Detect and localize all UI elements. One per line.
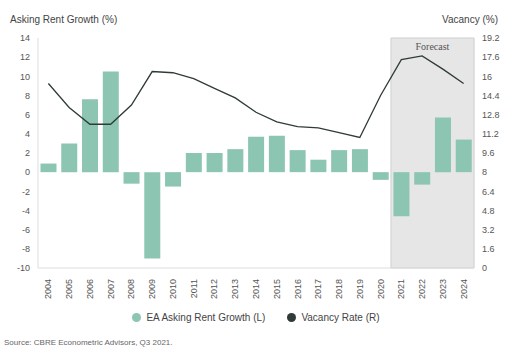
svg-text:19.2: 19.2 (482, 33, 500, 43)
svg-text:2005: 2005 (64, 279, 74, 299)
svg-text:2011: 2011 (189, 279, 199, 298)
svg-text:6: 6 (25, 110, 30, 120)
svg-text:2004: 2004 (43, 279, 53, 299)
svg-text:8: 8 (482, 167, 487, 177)
svg-text:6.4: 6.4 (482, 187, 495, 197)
svg-text:0: 0 (25, 167, 30, 177)
html-text:Source: CBRE Econometric Advis: Source: CBRE Econometric Advisors, Q3 20… (4, 338, 173, 347)
svg-text:2006: 2006 (85, 279, 95, 299)
svg-text:-10: -10 (17, 263, 30, 273)
svg-text:0: 0 (482, 263, 487, 273)
svg-text:2009: 2009 (147, 279, 157, 299)
svg-text:17.6: 17.6 (482, 52, 500, 62)
svg-text:2024: 2024 (459, 279, 469, 299)
svg-text:9.6: 9.6 (482, 148, 495, 158)
svg-text:12: 12 (20, 52, 30, 62)
html-text:Vacancy (%): Vacancy (%) (442, 14, 498, 25)
svg-text:14.4: 14.4 (482, 91, 500, 101)
svg-text:2020: 2020 (376, 279, 386, 299)
svg-text:14: 14 (20, 33, 30, 43)
svg-text:2007: 2007 (106, 279, 116, 299)
html-text:Vacancy Rate (R): Vacancy Rate (R) (301, 312, 380, 323)
svg-text:-2: -2 (22, 187, 30, 197)
svg-text:2022: 2022 (417, 279, 427, 299)
svg-text:4.8: 4.8 (482, 206, 495, 216)
svg-text:3.2: 3.2 (482, 225, 495, 235)
svg-text:2021: 2021 (396, 279, 406, 299)
svg-text:-8: -8 (22, 244, 30, 254)
svg-text:2018: 2018 (334, 279, 344, 299)
svg-text:16: 16 (482, 72, 492, 82)
svg-text:1.6: 1.6 (482, 244, 495, 254)
svg-text:2014: 2014 (251, 279, 261, 299)
svg-text:2023: 2023 (438, 279, 448, 299)
svg-text:11.2: 11.2 (482, 129, 499, 139)
svg-text:2013: 2013 (230, 279, 240, 299)
html-text:Asking Rent Growth (%): Asking Rent Growth (%) (10, 14, 118, 25)
svg-text:2017: 2017 (313, 279, 323, 299)
svg-text:2010: 2010 (168, 279, 178, 299)
svg-text:2008: 2008 (126, 279, 136, 299)
svg-text:-4: -4 (22, 206, 30, 216)
svg-text:-6: -6 (22, 225, 30, 235)
svg-text:2012: 2012 (209, 279, 219, 299)
html-text:EA Asking Rent Growth (L): EA Asking Rent Growth (L) (146, 312, 266, 323)
svg-text:Forecast: Forecast (416, 41, 450, 52)
svg-text:10: 10 (20, 72, 30, 82)
svg-text:2: 2 (25, 148, 30, 158)
svg-text:2016: 2016 (293, 279, 303, 299)
svg-text:12.8: 12.8 (482, 110, 500, 120)
svg-text:8: 8 (25, 91, 30, 101)
svg-text:4: 4 (25, 129, 30, 139)
svg-text:2019: 2019 (355, 279, 365, 299)
svg-text:2015: 2015 (272, 279, 282, 299)
